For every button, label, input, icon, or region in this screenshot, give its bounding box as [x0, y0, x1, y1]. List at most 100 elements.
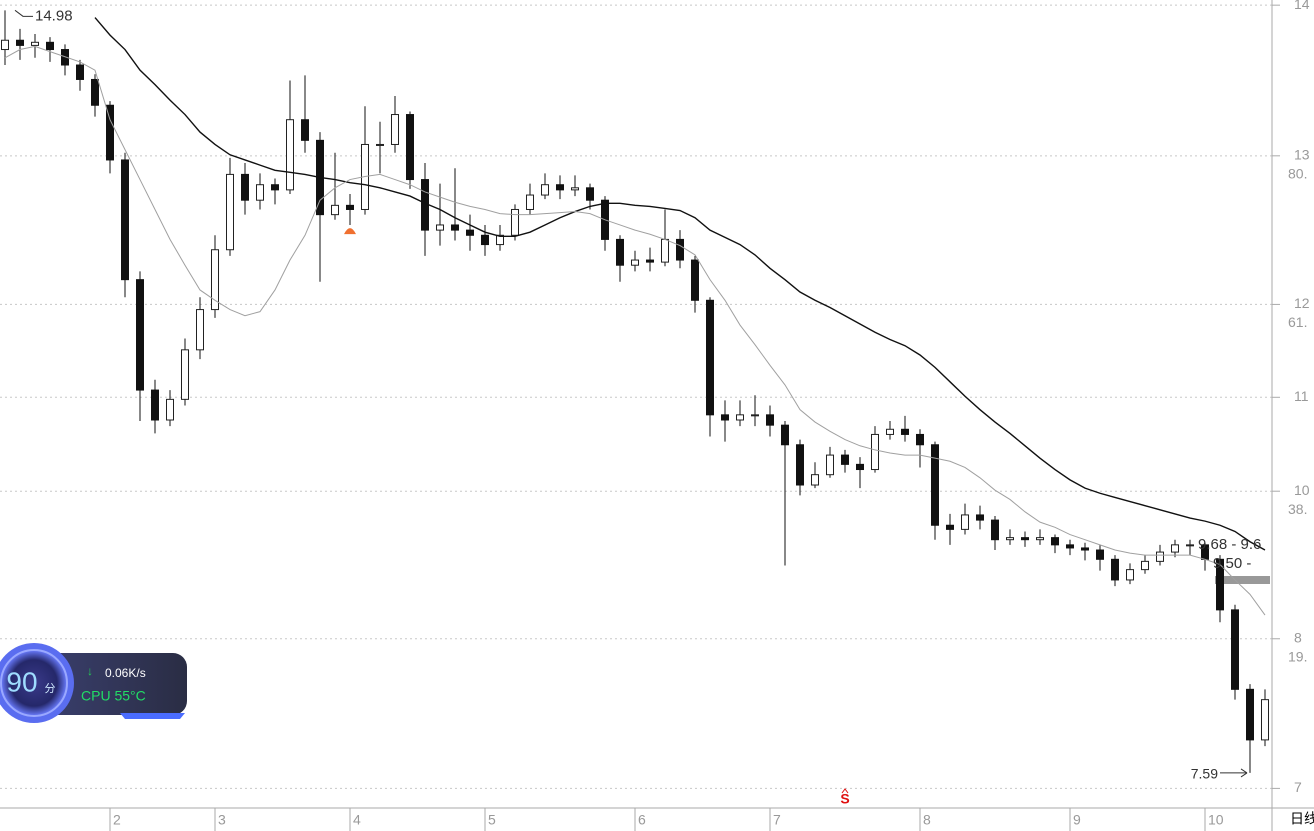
y-tick-label: 12	[1294, 295, 1310, 311]
candle-body	[931, 444, 939, 526]
net-speed: 0.06K/s	[105, 666, 146, 680]
candle-body	[166, 398, 174, 421]
candle-body	[286, 119, 294, 191]
candle-body	[271, 184, 279, 191]
candle-body	[916, 433, 924, 446]
candle-body	[256, 184, 264, 201]
candle-body	[31, 41, 39, 46]
x-tick-label: 8	[923, 812, 931, 828]
grid	[0, 4, 1272, 789]
candle-body	[466, 229, 474, 236]
y-tick-sublabel: 38.	[1288, 501, 1307, 517]
x-tick-label: 4	[353, 812, 361, 828]
widget-graphic: 90 分 ↓ 0.06K/s CPU 55°C	[0, 643, 187, 723]
annotation-label: 7.59	[1191, 766, 1218, 782]
candle-body	[1186, 544, 1194, 547]
signal-label: S	[840, 791, 849, 807]
candle-body	[1141, 560, 1149, 571]
x-tick-label: 7	[773, 812, 781, 828]
widget-dial	[0, 649, 68, 717]
candle-body	[661, 238, 669, 263]
candle-body	[481, 234, 489, 246]
candle-body	[1036, 537, 1044, 541]
candle-body	[151, 389, 159, 421]
candle-body	[226, 173, 234, 251]
y-tick-label: 13	[1294, 147, 1310, 163]
candle-body	[1006, 537, 1014, 541]
candle-body	[16, 39, 24, 46]
score-unit: 分	[45, 682, 56, 695]
candle-body	[1261, 699, 1269, 741]
y-tick-sublabel: 80.	[1288, 166, 1307, 182]
candle-body	[856, 463, 864, 471]
plot: 14.98 7.59 9.68 - 9.6 9.50 -	[1, 7, 1270, 782]
candle-body	[46, 41, 54, 51]
cpu-temp: CPU 55°C	[81, 688, 146, 704]
candle-body	[826, 454, 834, 476]
candle-body	[691, 259, 699, 301]
candle-body	[1111, 558, 1119, 581]
candle-body	[1216, 558, 1224, 611]
x-tick-label: 6	[638, 812, 646, 828]
candle-body	[541, 184, 549, 196]
download-icon: ↓	[87, 664, 93, 678]
candle-body	[796, 444, 804, 486]
y-tick-label: 11	[1294, 388, 1309, 404]
candle-body	[346, 204, 354, 210]
y-tick-sublabel: 19.	[1288, 648, 1307, 664]
candle-body	[511, 208, 519, 236]
x-tick-label: 3	[218, 812, 226, 828]
ma-line	[4, 45, 1266, 616]
annotation-label: 9.50 -	[1213, 555, 1251, 572]
annotation-label: 14.98	[35, 7, 73, 24]
candle-body	[106, 104, 114, 161]
candle-body	[1096, 549, 1104, 560]
candle-body	[451, 224, 459, 231]
candle-body	[556, 184, 564, 191]
candle-body	[1081, 547, 1089, 551]
candle-body	[181, 349, 189, 400]
y-tick-label: 10	[1294, 482, 1310, 498]
candle-body	[241, 173, 249, 201]
score: 90	[6, 666, 37, 697]
candle-body	[706, 299, 714, 416]
candle-body	[196, 309, 204, 351]
price-band	[1215, 576, 1270, 584]
candle-body	[721, 414, 729, 421]
x-tick-label: 5	[488, 812, 496, 828]
widget-panel	[40, 653, 187, 715]
candle-body	[376, 143, 384, 146]
candle-body	[1021, 537, 1029, 541]
candle-body	[391, 114, 399, 145]
candle-body	[496, 234, 504, 246]
candle-body	[526, 194, 534, 210]
candle-body	[976, 514, 984, 521]
period-label: 日线	[1290, 811, 1314, 827]
candle-body	[136, 279, 144, 391]
candle-body	[781, 424, 789, 446]
candle-body	[76, 64, 84, 80]
candle-body	[616, 238, 624, 266]
candle-body	[571, 187, 579, 191]
candle-body	[841, 454, 849, 465]
candle-body	[1126, 569, 1134, 581]
candle-body	[646, 259, 654, 263]
widget[interactable]: 90 分 ↓ 0.06K/s CPU 55°C	[0, 633, 190, 735]
candle-body	[301, 119, 309, 141]
x-tick-label: 10	[1208, 812, 1224, 828]
widget-accent	[120, 713, 185, 719]
candle-body	[991, 519, 999, 541]
candle-body	[736, 414, 744, 421]
candle-body	[1066, 544, 1074, 549]
candle-body	[1051, 537, 1059, 546]
arrow-head	[1240, 768, 1248, 778]
y-tick-label: 7	[1294, 779, 1302, 795]
marker	[344, 228, 356, 235]
candle-body	[886, 428, 894, 435]
y-tick-label: 14	[1294, 0, 1310, 12]
candle-body	[1156, 551, 1164, 562]
y-tick-label: 8	[1294, 629, 1302, 645]
candle-body	[811, 474, 819, 486]
